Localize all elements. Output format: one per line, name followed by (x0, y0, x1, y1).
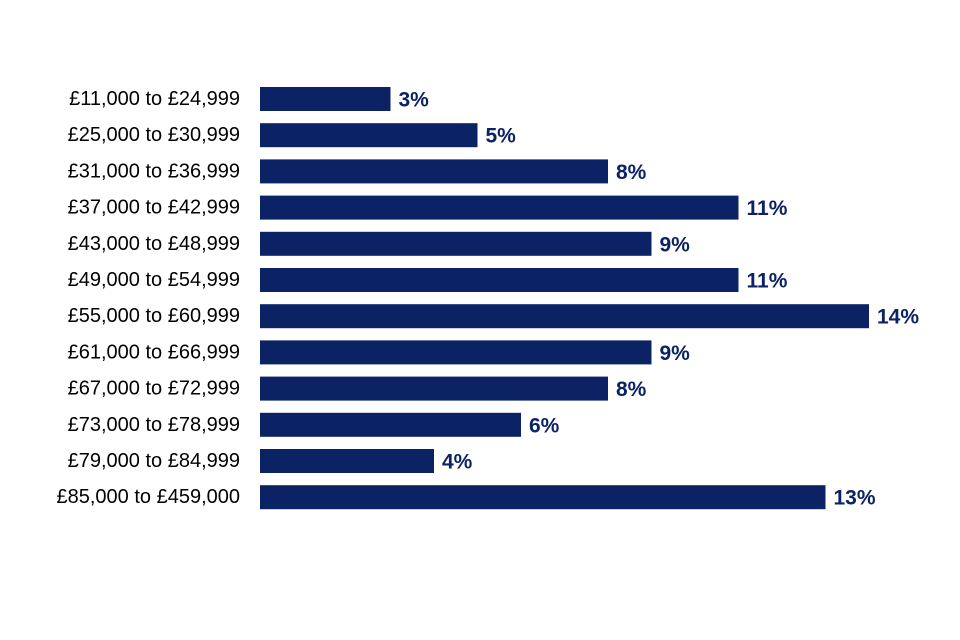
category-label: £31,000 to £36,999 (68, 160, 240, 182)
bar (260, 231, 652, 256)
category-label: £55,000 to £60,999 (68, 305, 240, 327)
category-label: £79,000 to £84,999 (68, 450, 240, 472)
category-label: £67,000 to £72,999 (68, 378, 240, 400)
category-label: £43,000 to £48,999 (68, 233, 240, 255)
bar (260, 449, 434, 473)
data-label: 9% (660, 342, 691, 365)
data-label: 3% (399, 89, 430, 112)
category-label: £73,000 to £78,999 (68, 414, 240, 436)
data-label: 5% (486, 125, 517, 148)
bars-group: £11,000 to £24,999 3% £25,000 to £30,999 5%… (56, 87, 919, 510)
bar (260, 376, 608, 401)
data-label: 13% (834, 487, 876, 510)
data-label: 8% (616, 378, 647, 401)
category-label: £61,000 to £66,999 (68, 341, 240, 363)
data-label: 4% (442, 451, 473, 474)
bar (260, 159, 608, 184)
bar (260, 268, 739, 292)
category-label: £49,000 to £54,999 (68, 269, 240, 291)
bar (260, 123, 478, 148)
data-label: 14% (877, 306, 919, 329)
bar (260, 412, 521, 437)
data-label: 8% (616, 161, 647, 184)
bar (260, 485, 826, 510)
data-label: 6% (529, 414, 560, 437)
category-label: £85,000 to £459,000 (56, 486, 240, 508)
category-label: £11,000 to £24,999 (69, 88, 240, 110)
bar (260, 340, 652, 365)
category-label: £37,000 to £42,999 (68, 197, 240, 219)
bar (260, 87, 391, 111)
data-label: 11% (747, 270, 788, 293)
category-label: £25,000 to £30,999 (68, 124, 240, 146)
bar (260, 304, 869, 329)
data-label: 11% (747, 197, 788, 220)
bar (260, 195, 739, 220)
data-label: 9% (660, 233, 691, 256)
